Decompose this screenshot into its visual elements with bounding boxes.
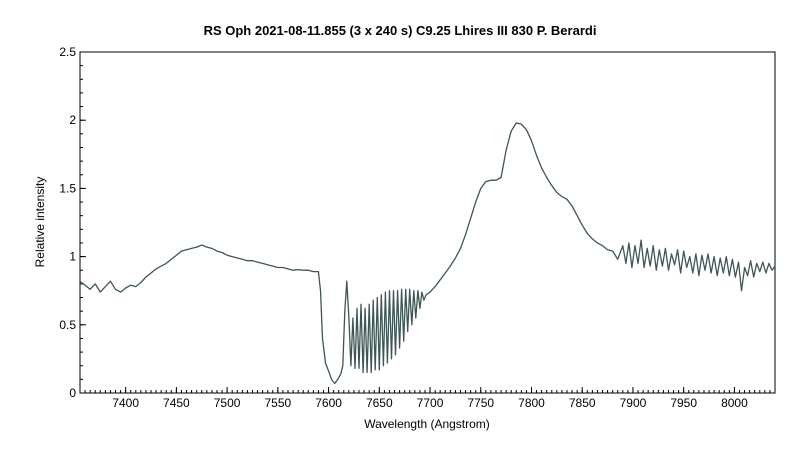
x-tick-labels: 7400 7450 7500 7550 7600 7650 7700 7750 7800 7850…: [112, 396, 748, 410]
y-tick-label: 1: [69, 250, 76, 264]
x-tick-label: 7900: [620, 396, 647, 410]
y-tick-label: 1.5: [59, 181, 76, 195]
y-tick-label: 0: [69, 386, 76, 400]
x-tick-label: 7500: [214, 396, 241, 410]
chart-title: RS Oph 2021-08-11.855 (3 x 240 s) C9.25 …: [204, 23, 597, 38]
x-tick-label: 7550: [264, 396, 291, 410]
y-axis-label: Relative intensity: [33, 177, 47, 268]
x-tick-label: 7850: [569, 396, 596, 410]
x-tick-label: 7600: [315, 396, 342, 410]
x-tick-label: 8000: [721, 396, 748, 410]
y-tick-label: 2: [69, 113, 76, 127]
spectrum-line: [79, 122, 776, 385]
y-tick-labels: 0 0.5 1 1.5 2 2.5: [59, 45, 76, 400]
x-axis-label: Wavelength (Angstrom): [364, 417, 490, 431]
x-tick-label: 7800: [518, 396, 545, 410]
major-ticks: [80, 51, 735, 394]
x-tick-label: 7400: [112, 396, 139, 410]
x-tick-label: 7650: [366, 396, 393, 410]
x-tick-label: 7950: [670, 396, 697, 410]
y-tick-label: 2.5: [59, 45, 76, 59]
x-tick-label: 7450: [163, 396, 190, 410]
x-tick-label: 7700: [417, 396, 444, 410]
y-tick-label: 0.5: [59, 318, 76, 332]
x-tick-label: 7750: [467, 396, 494, 410]
plot-area: [79, 51, 776, 394]
